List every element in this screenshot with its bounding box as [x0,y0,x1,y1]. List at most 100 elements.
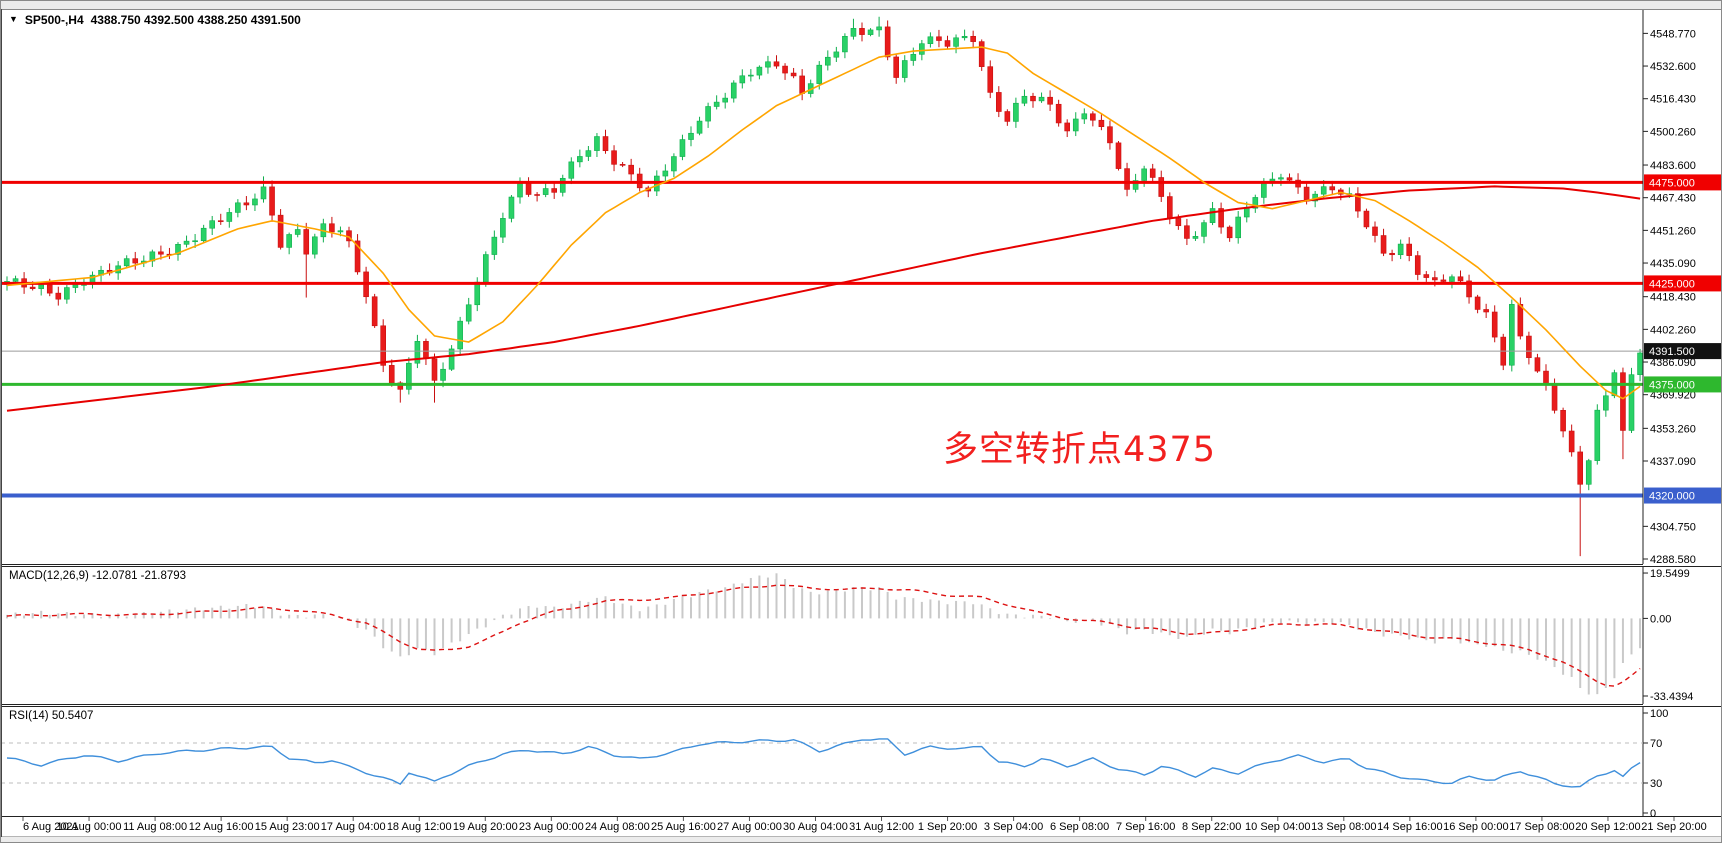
time-tick-label: 18 Aug 12:00 [387,821,452,833]
candle-body [1252,197,1259,209]
symbol-label: SP500-,H4 [24,13,84,27]
candle-body [448,348,455,370]
candle-body [1594,409,1601,461]
candle-body [1397,243,1404,256]
price-badge [1644,487,1721,504]
price-badge [1644,343,1721,360]
candle-body [1372,226,1378,236]
candle-body [790,72,797,77]
candle-body [534,194,540,196]
candle-body [628,164,634,175]
price-tick-label: 4369.920 [1650,390,1696,402]
candle-body [1628,374,1635,431]
candle-body [867,29,874,35]
candle-body [337,230,344,233]
candle-body [158,251,164,255]
candle-body [756,66,763,76]
chart-annotation: 多空转折点4375 [943,430,1217,470]
candle-body [132,258,139,264]
time-tick-label: 6 Aug 2021 [23,821,79,833]
price-badge-label: 4425.000 [1649,278,1695,290]
candle-body [1149,168,1156,178]
candle-body [55,292,62,300]
candle-body [696,120,703,134]
price-tick-label: 4532.600 [1650,61,1696,73]
candle-body [577,156,583,163]
candle-body [816,64,823,84]
candle-body [1055,103,1062,124]
ma-slow-line [6,185,1641,412]
candle-body [970,35,976,42]
candle-body [1072,118,1079,132]
price-tick-label: 4435.090 [1650,258,1696,270]
candle-body [842,36,848,53]
time-tick-label: 12 Aug 16:00 [189,821,254,833]
rsi-panel: 100 70 30 0 [1,706,1721,820]
candle-body [1637,352,1643,375]
symbol-dropdown-icon[interactable]: ▼ [9,14,18,24]
candle-body [919,43,925,55]
time-tick-label: 27 Aug 00:00 [717,821,782,833]
candle-body [1047,96,1053,105]
candle-body [824,56,831,66]
candle-body [1483,309,1489,313]
candle-body [705,106,711,122]
candle-body [1577,451,1583,485]
rsi-line [6,738,1641,788]
candle-body [850,28,857,37]
candle-body [1184,225,1190,239]
candle-body [457,320,463,350]
candle-body [893,56,900,78]
time-tick-label: 7 Sep 16:00 [1116,821,1175,833]
candle-body [1107,126,1113,144]
price-tick-label: 4418.430 [1650,292,1696,304]
candle-body [671,156,677,172]
candle-body [294,229,301,235]
candle-body [1081,113,1088,120]
price-tick-label: 4467.430 [1650,193,1696,205]
candle-body [354,240,361,273]
candle-body [611,150,617,165]
rsi-tick-label: 70 [1650,738,1662,750]
candle-body [491,236,498,255]
candle-body [1278,177,1284,180]
candle-body [260,186,267,200]
candle-body [559,177,566,193]
price-tick-label: 4516.430 [1650,94,1696,106]
candle-body [876,26,882,31]
candle-body [1218,208,1224,228]
rsi-tick-label: 0 [1650,808,1656,820]
candle-body [961,35,968,39]
macd-tick-label: 0.00 [1650,613,1671,625]
candle-body [1286,177,1293,181]
candle-body [431,358,438,381]
candle-body [1551,383,1558,411]
window-top-strip [1,1,1721,9]
time-tick-label: 11 Aug 08:00 [123,821,187,833]
candle-body [1414,255,1421,275]
price-tick-label: 4386.090 [1650,357,1696,369]
candle-body [1226,226,1233,239]
candle-body [217,220,224,222]
candle-body [910,54,917,61]
candle-body [679,139,686,157]
price-axis: 4548.770 4532.600 4516.430 4500.260 4483.600… [1,10,1696,566]
candle-body [748,74,754,77]
candle-body [1090,113,1096,121]
candle-body [1423,274,1430,278]
candle-body [1167,196,1173,219]
candle-body [585,150,592,157]
time-tick-label: 24 Aug 08:00 [585,821,650,833]
candle-body [1449,276,1455,282]
candle-body [277,214,284,248]
candle-body [465,304,472,322]
candle-body [1389,252,1395,256]
candle-body [200,227,207,242]
candle-body [1303,186,1310,202]
price-tick-label: 4483.600 [1650,160,1696,172]
price-badges: 4475.000 4425.000 4391.500 4375.000 4320.000 [1644,174,1721,504]
candle-body [799,75,805,94]
time-tick-label: 10 Sep 04:00 [1245,821,1310,833]
